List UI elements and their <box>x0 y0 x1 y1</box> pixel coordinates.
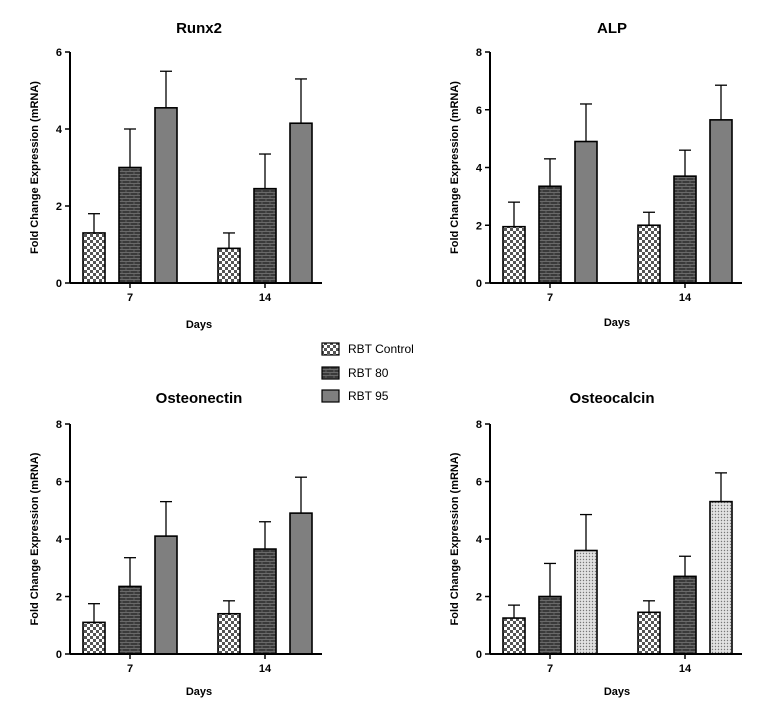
y-tick-label: 2 <box>56 201 62 213</box>
bar-checker-day-14 <box>217 612 241 655</box>
y-tick-label: 4 <box>476 534 483 546</box>
y-tick-label: 2 <box>476 220 482 232</box>
bar-brick-day-7 <box>538 185 562 284</box>
bar-solid-day-14 <box>289 512 313 655</box>
y-tick-label: 6 <box>56 477 62 489</box>
bar-dotted-day-7 <box>574 549 598 655</box>
chart-title: Osteonectin <box>156 390 243 407</box>
legend-label: RBT 95 <box>348 389 389 403</box>
y-tick-label: 6 <box>56 47 62 59</box>
chart-panel-osteocalcin: Osteocalcin Fold Change Expression (mRNA)… <box>449 390 742 698</box>
bar-checker-day-14 <box>637 224 661 284</box>
chart-title: Osteocalcin <box>569 390 654 407</box>
x-tick-label: 14 <box>259 663 272 675</box>
y-axis-label: Fold Change Expression (mRNA) <box>29 452 41 625</box>
y-tick-label: 8 <box>56 419 62 431</box>
y-axis-label: Fold Change Expression (mRNA) <box>449 81 461 254</box>
legend-label: RBT 80 <box>348 366 389 380</box>
bar-brick-day-14 <box>673 175 697 284</box>
legend-label: RBT Control <box>348 342 414 356</box>
bar-checker-day-7 <box>82 232 106 284</box>
bar-brick-day-14 <box>253 187 277 284</box>
bar-brick-day-7 <box>118 166 142 284</box>
legend-swatch-brick <box>321 366 340 380</box>
x-tick-label: 14 <box>679 292 692 304</box>
bar-solid-day-7 <box>574 140 598 284</box>
x-tick-label: 7 <box>547 663 553 675</box>
bar-brick-day-7 <box>538 595 562 655</box>
y-tick-label: 2 <box>56 592 62 604</box>
bar-checker-day-14 <box>217 247 241 284</box>
y-axis-label: Fold Change Expression (mRNA) <box>449 452 461 625</box>
y-tick-label: 4 <box>476 163 483 175</box>
x-axis-label: Days <box>604 686 630 698</box>
y-tick-label: 8 <box>476 47 482 59</box>
bar-checker-day-14 <box>637 611 661 655</box>
legend: RBT Control RBT 80 RBT 95 <box>321 342 414 403</box>
x-axis-label: Days <box>186 319 212 331</box>
y-tick-label: 4 <box>56 124 63 136</box>
y-tick-label: 0 <box>476 278 482 290</box>
bar-brick-day-14 <box>253 548 277 655</box>
x-tick-label: 14 <box>259 292 272 304</box>
bar-brick-day-7 <box>118 585 142 655</box>
legend-swatch-checker <box>321 342 340 356</box>
y-tick-label: 0 <box>56 649 62 661</box>
legend-swatch-solid <box>321 389 340 403</box>
bar-solid-day-14 <box>709 119 733 284</box>
x-axis-label: Days <box>186 686 212 698</box>
bar-solid-day-7 <box>154 535 178 655</box>
chart-panel-runx2: Runx2 Fold Change Expression (mRNA) Days 0 2… <box>29 20 322 331</box>
y-tick-label: 6 <box>476 477 482 489</box>
bar-checker-day-7 <box>502 225 526 284</box>
y-axis-label: Fold Change Expression (mRNA) <box>29 81 41 254</box>
bar-brick-day-14 <box>673 575 697 655</box>
y-tick-label: 4 <box>56 534 63 546</box>
chart-panel-alp: ALP Fold Change Expression (mRNA) Days 0 2 4 6… <box>449 20 742 329</box>
chart-panel-osteonectin: Osteonectin Fold Change Expression (mRNA)… <box>29 390 322 698</box>
x-tick-label: 7 <box>547 292 553 304</box>
x-axis-label: Days <box>604 317 630 329</box>
y-tick-label: 0 <box>56 278 62 290</box>
chart-title: ALP <box>597 20 627 37</box>
chart-title: Runx2 <box>176 20 222 37</box>
x-tick-label: 14 <box>679 663 692 675</box>
bar-checker-day-7 <box>82 621 106 655</box>
bar-dotted-day-14 <box>709 500 733 655</box>
bar-checker-day-7 <box>502 617 526 655</box>
bar-solid-day-14 <box>289 122 313 284</box>
y-tick-label: 8 <box>476 419 482 431</box>
y-tick-label: 2 <box>476 592 482 604</box>
x-tick-label: 7 <box>127 663 133 675</box>
y-tick-label: 6 <box>476 105 482 117</box>
x-tick-label: 7 <box>127 292 133 304</box>
bar-solid-day-7 <box>154 107 178 284</box>
y-tick-label: 0 <box>476 649 482 661</box>
